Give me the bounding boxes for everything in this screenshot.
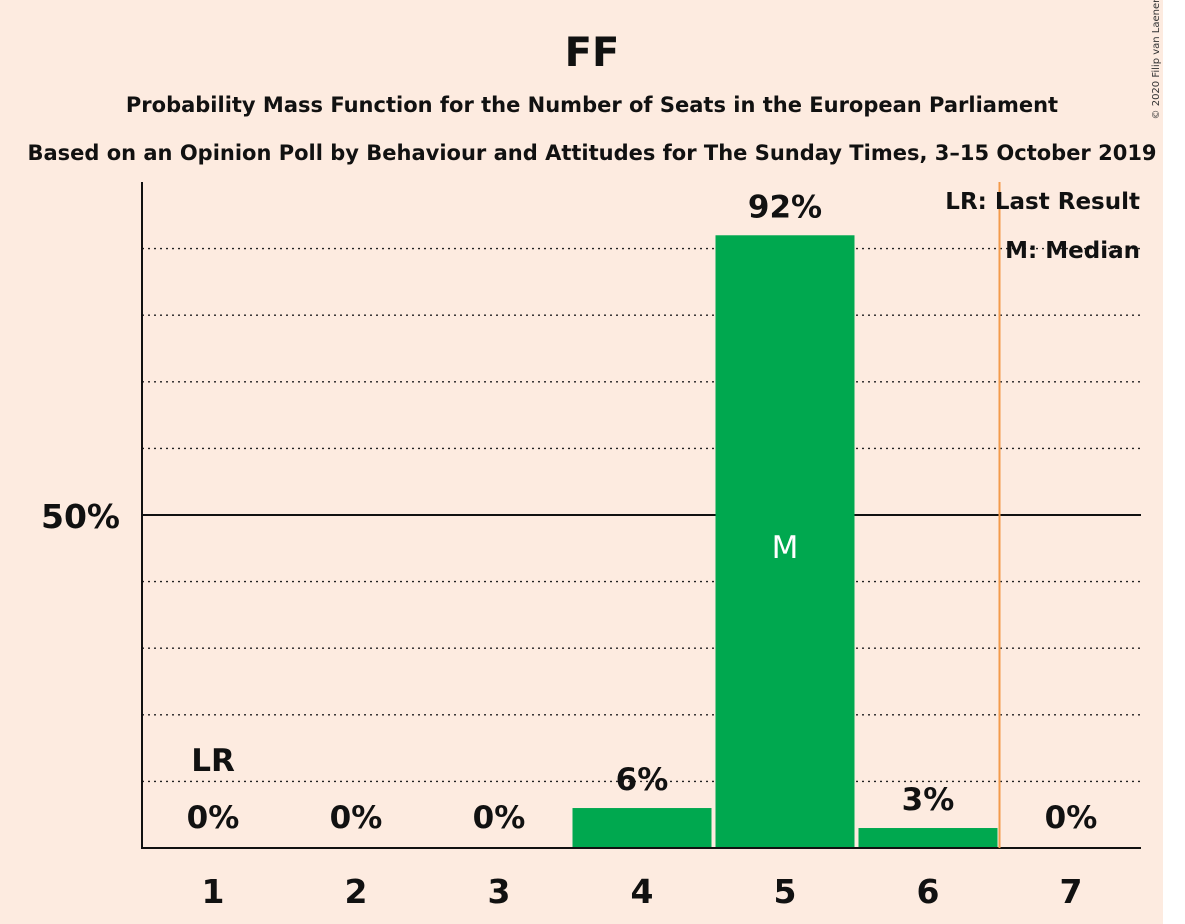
gridlines: [142, 247, 1141, 783]
chart-title: FF: [565, 30, 620, 76]
legend-median: M: Median: [1005, 238, 1140, 264]
last-result-marker: LR: [191, 743, 235, 779]
bar: [858, 828, 998, 848]
chart-subtitle: Probability Mass Function for the Number…: [126, 93, 1058, 117]
data-label: 92%: [748, 189, 822, 225]
x-tick-label: 4: [631, 872, 654, 911]
median-marker: M: [772, 530, 799, 566]
axes: [141, 182, 1141, 849]
bar: [572, 808, 712, 848]
x-tick-label: 7: [1060, 872, 1083, 911]
bars: [572, 235, 998, 848]
x-tick-label: 2: [345, 872, 368, 911]
x-tick-label: 3: [488, 872, 511, 911]
data-label: 6%: [616, 762, 669, 798]
bar: [715, 235, 855, 848]
copyright-text: © 2020 Filip van Laenen: [1151, 0, 1162, 119]
data-label: 0%: [1045, 800, 1098, 836]
x-tick-label: 1: [202, 872, 225, 911]
x-tick-label: 6: [917, 872, 940, 911]
legend-last-result: LR: Last Result: [945, 189, 1140, 215]
x-tick-label: 5: [774, 872, 797, 911]
labels: 50% 1 2 3 4 5 6 7 0% 0% 0% 6% 92% 3% 0% LR M: [41, 189, 1097, 911]
data-label: 3%: [902, 782, 955, 818]
y-tick-label: 50%: [41, 497, 120, 536]
data-label: 0%: [330, 800, 383, 836]
chart-subtitle-2: Based on an Opinion Poll by Behaviour an…: [27, 141, 1156, 165]
data-label: 0%: [187, 800, 240, 836]
data-label: 0%: [473, 800, 526, 836]
